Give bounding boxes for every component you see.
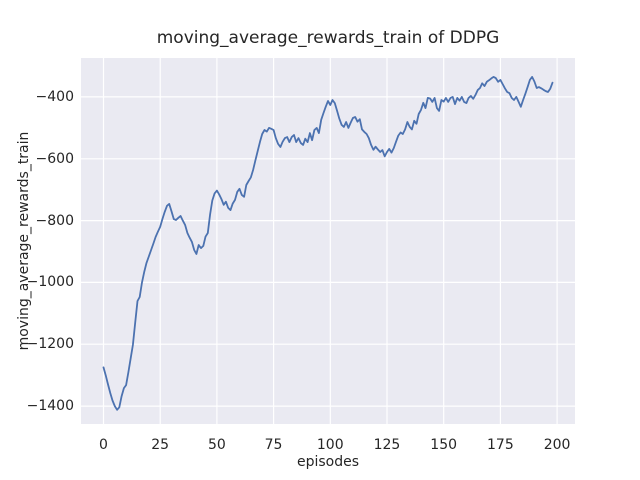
x-axis-label: episodes [296, 454, 360, 470]
y-tick-label: −1400 [26, 398, 74, 415]
y-tick-label: −1000 [26, 274, 74, 291]
plot-area [81, 58, 575, 424]
x-tick-label: 75 [264, 437, 283, 453]
x-tick-label: 100 [316, 437, 344, 453]
y-tick-label: −400 [35, 88, 74, 105]
y-tick-label: −800 [35, 212, 74, 229]
y-tick-label: −1200 [26, 336, 74, 353]
x-tick-label: 0 [98, 437, 108, 453]
x-tick-label: 125 [373, 437, 401, 453]
line-chart-svg [81, 58, 575, 424]
x-tick-label: 175 [487, 437, 514, 453]
x-tick-label: 200 [543, 437, 571, 453]
x-tick-label: 25 [151, 437, 170, 453]
chart-title: moving_average_rewards_train of DDPG [156, 28, 500, 48]
y-tick-label: −600 [35, 150, 74, 167]
x-tick-label: 50 [207, 437, 226, 453]
x-tick-label: 150 [430, 437, 458, 453]
